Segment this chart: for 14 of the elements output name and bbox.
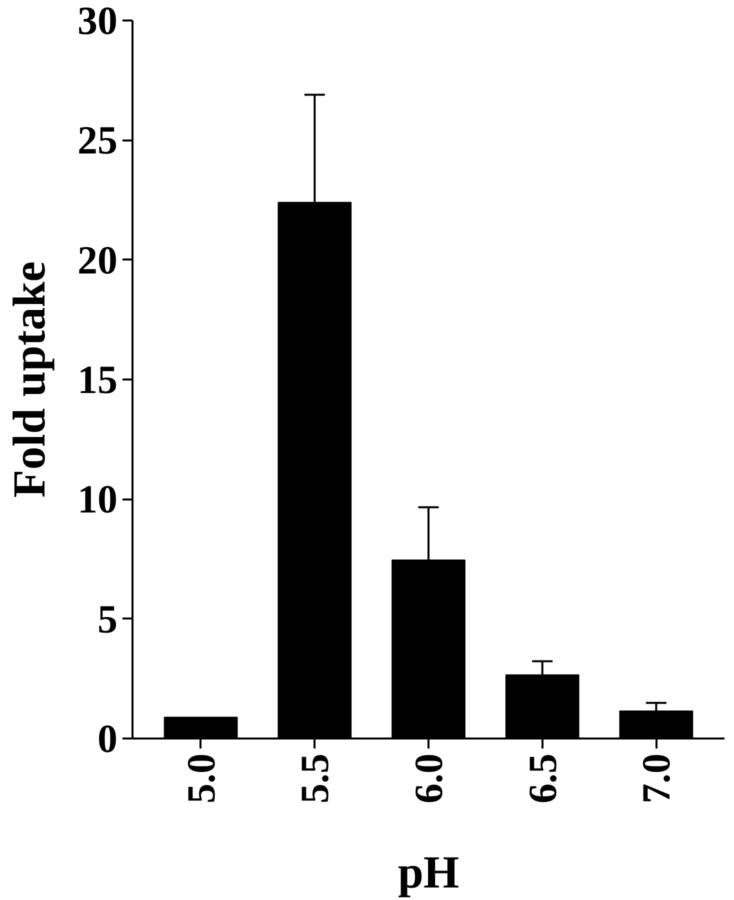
y-tick-label: 5 (98, 596, 118, 642)
x-tick-label: 5.5 (292, 754, 338, 804)
y-tick-label: 0 (98, 716, 118, 761)
y-tick-label: 30 (78, 0, 118, 43)
y-tick-label: 20 (78, 237, 118, 282)
y-tick-label: 25 (78, 118, 118, 163)
y-tick-label: 10 (78, 476, 118, 522)
y-axis-title: Fold uptake (4, 261, 54, 498)
x-tick-label: 7.0 (634, 754, 679, 804)
y-tick-label: 15 (78, 357, 118, 402)
x-tick-label: 6.5 (520, 754, 565, 804)
x-tick-label: 5.0 (178, 754, 224, 804)
x-axis-title: pH (398, 846, 460, 898)
x-tick-label: 6.0 (406, 754, 451, 804)
